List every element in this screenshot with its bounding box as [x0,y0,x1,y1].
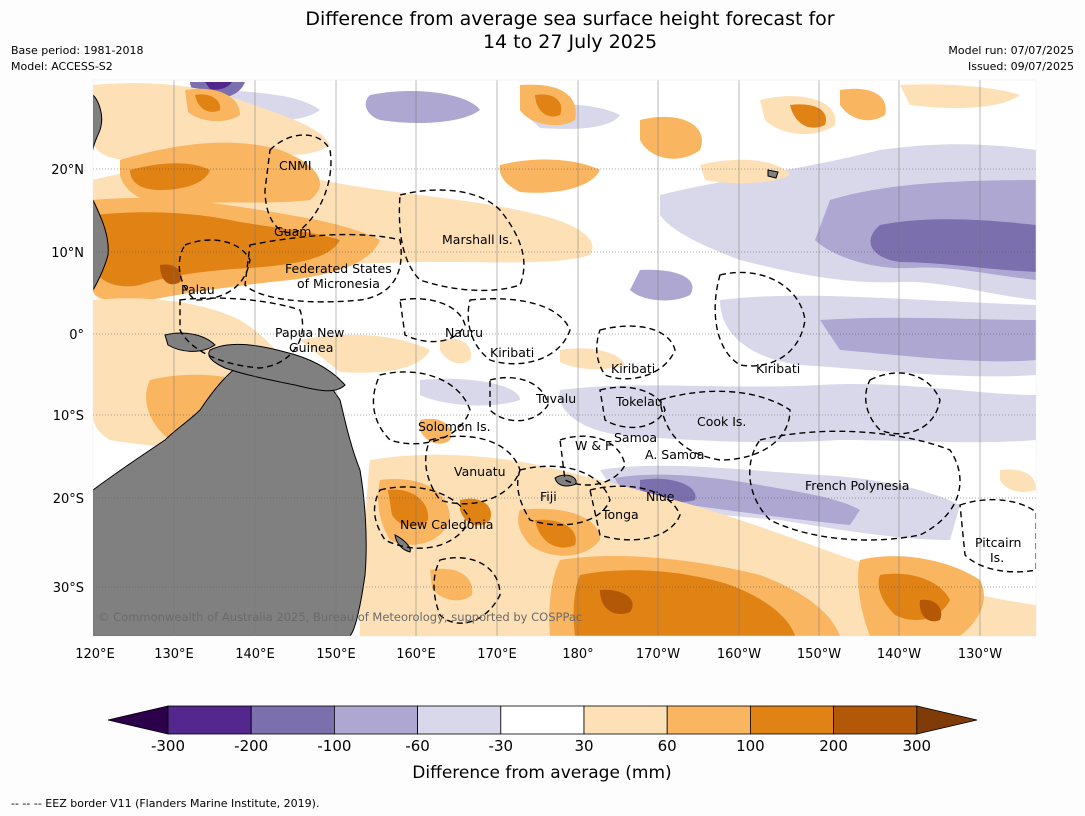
lon-tick: 150°W [797,647,841,662]
colorbar-segment [666,705,751,735]
label-pitcairn-line-1: Pitcairn [975,535,1021,550]
lon-tick: 160°E [396,647,436,662]
colorbar-tick: 60 [658,737,677,755]
region-labels: CNMI Guam Marshall Is. Federated States … [181,158,1021,565]
colorbar-tick: 100 [736,737,765,755]
label-cook-islands: Cook Is. [697,414,746,429]
model-name: Model: ACCESS-S2 [11,60,113,73]
label-guam: Guam [274,224,311,239]
label-new-caledonia: New Caledonia [400,517,493,532]
colorbar-under-arrow [107,705,169,735]
base-period: Base period: 1981-2018 [11,44,144,57]
hawaii-island [767,169,779,179]
label-solomon-islands: Solomon Is. [418,419,491,434]
colorbar-segment [583,705,668,735]
label-kiribati-central: Kiribati [611,361,655,376]
label-wallis-futuna: W & F [575,438,612,453]
lon-tick: 120°E [75,647,115,662]
label-png-line-1: Papua New [275,325,344,340]
lat-tick: 10°N [51,246,84,261]
colorbar: -300 -200 -100 -60 -30 30 60 100 200 300 [107,705,978,755]
latitude-ticks: 20°N 10°N 0° 10°S 20°S 30°S [51,163,84,596]
label-fsm-line-1: Federated States [285,261,392,276]
label-nauru: Nauru [445,325,483,340]
colorbar-tick: 30 [574,737,593,755]
lat-tick: 30°S [53,581,84,596]
label-tonga: Tonga [601,507,639,522]
lon-tick: 170°W [636,647,680,662]
label-png-line-2: Guinea [289,340,333,355]
lat-tick: 10°S [53,409,84,424]
label-marshall-islands: Marshall Is. [442,232,513,247]
label-french-polynesia: French Polynesia [805,478,909,493]
label-kiribati-east: Kiribati [756,361,800,376]
issued-date: Issued: 09/07/2025 [967,60,1074,73]
label-cnmi: CNMI [279,158,312,173]
label-pitcairn-line-2: Is. [990,550,1004,565]
model-run: Model run: 07/07/2025 [948,44,1074,57]
colorbar-segment [750,705,835,735]
colorbar-tick: -300 [151,737,185,755]
meridians [173,80,981,636]
colorbar-segment [333,705,418,735]
label-tuvalu: Tuvalu [535,391,576,406]
colorbar-segment [500,705,585,735]
colorbar-segment [250,705,335,735]
colorbar-segment [167,705,252,735]
longitude-ticks: 120°E 130°E 140°E 150°E 160°E 170°E 180°… [75,647,1002,662]
label-fiji: Fiji [540,489,557,504]
colorbar-tick: 300 [902,737,931,755]
lon-tick: 170°E [477,647,517,662]
colorbar-segment [417,705,502,735]
label-vanuatu: Vanuatu [454,464,506,479]
lon-tick: 130°E [154,647,194,662]
lon-tick: 130°W [958,647,1002,662]
colorbar-label: Difference from average (mm) [412,763,671,783]
colorbar-tick: -30 [489,737,514,755]
colorbar-tick: -100 [317,737,351,755]
lon-tick: 150°E [316,647,356,662]
graticule [93,168,1036,588]
new-guinea-west [164,332,216,352]
label-american-samoa: A. Samoa [645,447,704,462]
colorbar-over-arrow [916,705,978,735]
colorbar-tick: -60 [405,737,430,755]
land-masses [93,94,779,636]
colorbar-tick: -200 [234,737,268,755]
philippines [93,94,109,291]
label-niue: Niue [646,489,675,504]
lat-tick: 20°N [51,163,84,178]
colorbar-segment [833,705,918,735]
label-tokelau: Tokelau [615,394,663,409]
map-plot-area: © Commonwealth of Australia 2025, Bureau… [93,80,1036,636]
lat-tick: 0° [69,328,84,343]
positive-anomaly-fields [93,83,1036,636]
meta-right: Model run: 07/07/2025 Issued: 09/07/2025 [948,43,1074,75]
lat-tick: 20°S [53,492,84,507]
eez-footnote: -- -- -- EEZ border V11 (Flanders Marine… [11,797,320,810]
label-kiribati-west: Kiribati [490,345,534,360]
lon-tick: 140°E [235,647,275,662]
colorbar-tick: 200 [819,737,848,755]
label-palau: Palau [181,282,215,297]
lon-tick: 160°W [717,647,761,662]
title-line-2: 14 to 27 July 2025 [482,31,658,53]
copyright-text: © Commonwealth of Australia 2025, Bureau… [98,610,582,624]
meta-left: Base period: 1981-2018 Model: ACCESS-S2 [11,43,143,75]
label-samoa: Samoa [614,430,657,445]
lon-tick: 140°W [877,647,921,662]
new-caledonia [394,534,411,553]
title-line-1: Difference from average sea surface heig… [305,8,835,30]
lon-tick: 180° [562,647,593,662]
eez-borders [178,134,1036,624]
png-landmass [208,343,346,392]
label-fsm-line-2: of Micronesia [297,276,380,291]
map-title: Difference from average sea surface heig… [0,8,1085,54]
